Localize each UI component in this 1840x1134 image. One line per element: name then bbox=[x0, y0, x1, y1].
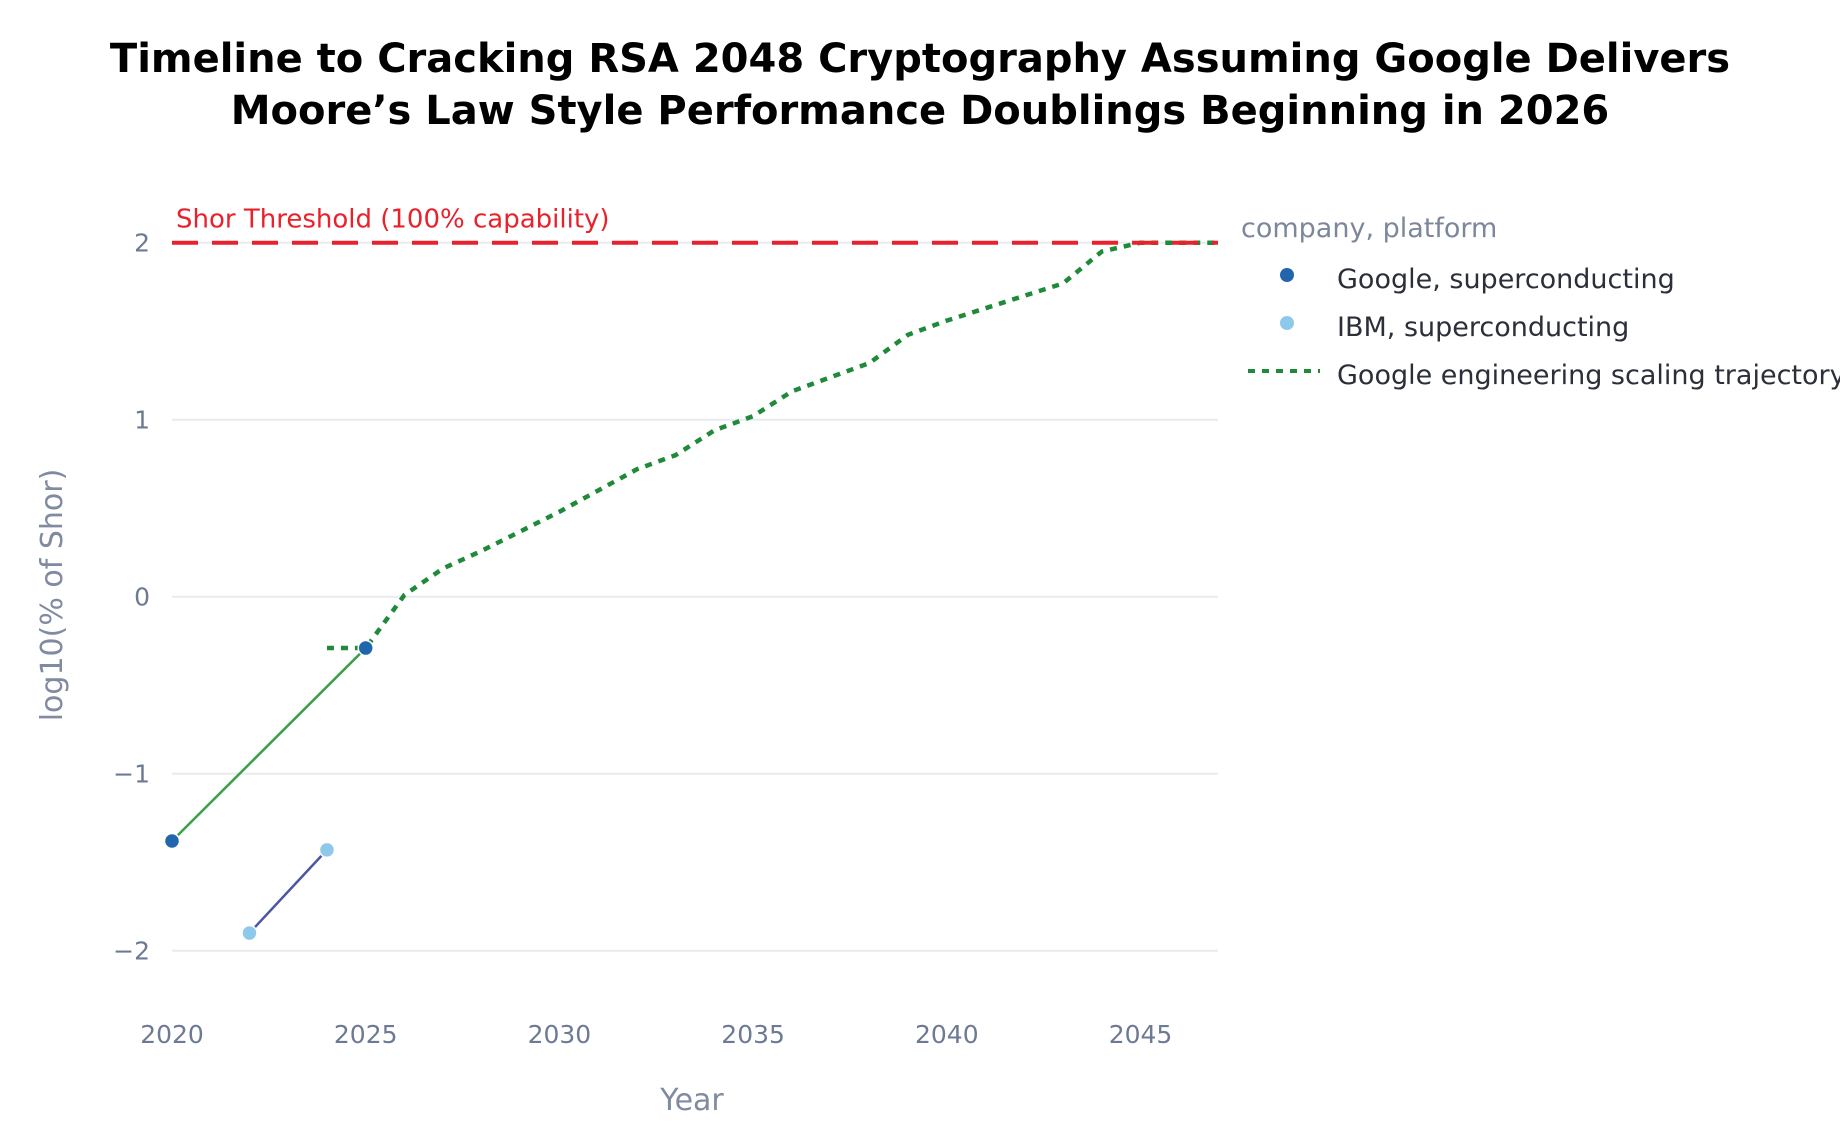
y-tick-label: 2 bbox=[134, 229, 150, 258]
legend-title: company, platform bbox=[1241, 213, 1497, 244]
y-tick-label: 0 bbox=[134, 583, 150, 612]
x-tick-label: 2035 bbox=[721, 1020, 785, 1049]
y-axis-title: log10(% of Shor) bbox=[35, 469, 70, 722]
y-tick-label: −2 bbox=[113, 937, 150, 966]
series-0-point-0 bbox=[163, 832, 181, 850]
x-tick-label: 2025 bbox=[334, 1020, 398, 1049]
legend-swatch-google bbox=[1280, 268, 1294, 282]
y-tick-label: 1 bbox=[134, 406, 150, 435]
threshold-layer: Shor Threshold (100% capability) bbox=[172, 205, 1218, 245]
legend: company, platform Google, superconductin… bbox=[1241, 213, 1840, 391]
marker-layer bbox=[163, 639, 374, 942]
x-tick-label: 2020 bbox=[140, 1020, 204, 1049]
x-tick-label: 2040 bbox=[915, 1020, 979, 1049]
series-0-point-1 bbox=[357, 639, 374, 657]
threshold-label: Shor Threshold (100% capability) bbox=[176, 205, 610, 235]
y-tick-labels: 2 1 0 −1 −2 bbox=[113, 229, 150, 966]
gridlines bbox=[172, 241, 1218, 952]
x-tick-label: 2045 bbox=[1109, 1020, 1173, 1049]
x-tick-labels: 2020 2025 2030 2035 2040 2045 bbox=[140, 1020, 1172, 1049]
chart-title-line-1: Timeline to Cracking RSA 2048 Cryptograp… bbox=[110, 36, 1730, 82]
series-line-1 bbox=[248, 848, 328, 934]
chart-title-line-2: Moore’s Law Style Performance Doublings … bbox=[231, 88, 1610, 134]
legend-label-trajectory: Google engineering scaling trajectory bbox=[1337, 360, 1840, 391]
x-tick-label: 2030 bbox=[528, 1020, 592, 1049]
legend-label-google: Google, superconducting bbox=[1337, 264, 1675, 295]
series-line-2 bbox=[326, 240, 1218, 651]
series-1-point-0 bbox=[241, 924, 258, 942]
series-line-0 bbox=[171, 647, 367, 842]
legend-label-ibm: IBM, superconducting bbox=[1337, 312, 1629, 343]
series-layer bbox=[171, 240, 1218, 934]
legend-swatch-ibm bbox=[1280, 316, 1294, 330]
series-1-point-1 bbox=[318, 841, 336, 859]
y-tick-label: −1 bbox=[113, 760, 150, 789]
x-axis-title: Year bbox=[659, 1083, 724, 1118]
